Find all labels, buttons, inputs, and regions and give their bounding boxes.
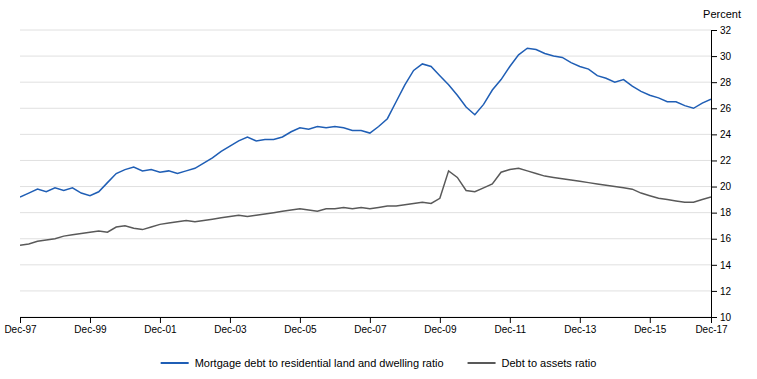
x-tick: Dec-05 — [284, 317, 317, 335]
y-tick-mark — [711, 213, 717, 214]
grid-line — [20, 186, 711, 187]
x-tick-label: Dec-99 — [74, 324, 107, 335]
x-axis: Dec-97 Dec-99 Dec-01 Dec-03 Dec-05 Dec-07 Dec-… — [4, 317, 728, 335]
y-tick: 20 — [711, 181, 732, 192]
y-tick: 28 — [711, 77, 732, 88]
x-tick: Dec-09 — [424, 317, 457, 335]
x-tick: Dec-07 — [354, 317, 387, 335]
grid-line — [20, 264, 711, 265]
y-tick-mark — [711, 82, 717, 83]
x-axis-line — [21, 318, 712, 324]
y-tick-label: 26 — [720, 103, 732, 114]
x-tick-mark — [230, 317, 231, 323]
x-tick-label: Dec-11 — [495, 324, 527, 335]
x-tick-label: Dec-09 — [424, 324, 457, 335]
x-tick: Dec-15 — [634, 317, 667, 335]
y-tick-mark — [711, 317, 717, 318]
x-tick-label: Dec-97 — [4, 324, 37, 335]
x-tick-mark — [300, 317, 301, 323]
y-axis-line — [712, 31, 718, 318]
x-tick-label: Dec-17 — [695, 324, 728, 335]
grid-line — [20, 160, 711, 161]
grid-line — [20, 30, 711, 31]
x-tick: Dec-11 — [495, 317, 527, 335]
legend-item: Debt to assets ratio — [468, 357, 597, 369]
y-tick: 22 — [711, 155, 732, 166]
series-line — [20, 168, 711, 245]
y-tick-label: 18 — [720, 207, 732, 218]
legend-swatch — [468, 362, 496, 364]
y-tick: 14 — [711, 260, 732, 271]
x-tick: Dec-99 — [74, 317, 107, 335]
y-tick-mark — [711, 239, 717, 240]
plot-area: Dec-97 Dec-99 Dec-01 Dec-03 Dec-05 Dec-07 Dec-… — [4, 25, 731, 335]
grid-line — [20, 108, 711, 109]
series-line — [20, 48, 711, 197]
legend-swatch — [161, 362, 189, 364]
x-tick: Dec-97 — [4, 317, 37, 335]
chart: Dec-97 Dec-99 Dec-01 Dec-03 Dec-05 Dec-07 Dec-… — [0, 0, 757, 379]
grid-line — [20, 238, 711, 239]
x-tick-mark — [580, 317, 581, 323]
y-tick-label: 10 — [720, 312, 732, 323]
x-tick-mark — [650, 317, 651, 323]
legend-label: Mortgage debt to residential land and dw… — [195, 357, 444, 369]
y-tick: 18 — [711, 207, 732, 218]
lines — [20, 48, 711, 245]
y-tick-mark — [711, 108, 717, 109]
x-tick-mark — [440, 317, 441, 323]
y-tick-label: 16 — [720, 233, 732, 244]
grid-line — [20, 134, 711, 135]
x-tick-label: Dec-13 — [564, 324, 597, 335]
grid — [20, 30, 711, 317]
y-tick-label: 30 — [720, 51, 732, 62]
y-tick-label: 12 — [720, 286, 732, 297]
y-tick-mark — [711, 56, 717, 57]
y-axis: 10 12 14 16 18 20 22 24 26 28 30 32 — [711, 25, 732, 323]
y-tick-label: 32 — [720, 25, 732, 36]
grid-line — [20, 290, 711, 291]
x-tick-mark — [20, 317, 21, 323]
x-tick: Dec-13 — [564, 317, 597, 335]
legend: Mortgage debt to residential land and dw… — [161, 357, 597, 369]
y-tick-mark — [711, 187, 717, 188]
y-tick-label: 22 — [720, 155, 732, 166]
x-tick-mark — [370, 317, 371, 323]
legend-label: Debt to assets ratio — [502, 357, 597, 369]
y-axis-label: Percent — [703, 8, 741, 20]
x-tick-mark — [90, 317, 91, 323]
x-tick-label: Dec-03 — [214, 324, 247, 335]
grid-line — [20, 56, 711, 57]
y-tick-mark — [711, 291, 717, 292]
x-tick: Dec-01 — [144, 317, 177, 335]
y-tick-label: 24 — [720, 129, 732, 140]
y-tick-label: 14 — [720, 260, 732, 271]
x-tick-label: Dec-07 — [354, 324, 387, 335]
y-tick: 16 — [711, 233, 732, 244]
y-tick-mark — [711, 160, 717, 161]
y-tick-label: 28 — [720, 77, 732, 88]
x-tick-mark — [160, 317, 161, 323]
y-tick: 26 — [711, 103, 732, 114]
y-tick-mark — [711, 265, 717, 266]
x-tick-label: Dec-15 — [634, 324, 667, 335]
y-tick: 30 — [711, 51, 732, 62]
grid-line — [20, 212, 711, 213]
x-tick-label: Dec-05 — [284, 324, 317, 335]
y-tick-label: 20 — [720, 181, 732, 192]
y-tick-mark — [711, 30, 717, 31]
y-tick: 24 — [711, 129, 732, 140]
x-tick: Dec-03 — [214, 317, 247, 335]
y-tick-mark — [711, 134, 717, 135]
y-tick: 10 — [711, 312, 732, 323]
grid-line — [20, 82, 711, 83]
x-tick-mark — [510, 317, 511, 323]
x-tick-label: Dec-01 — [144, 324, 177, 335]
y-tick: 32 — [711, 25, 732, 36]
y-tick: 12 — [711, 286, 732, 297]
legend-item: Mortgage debt to residential land and dw… — [161, 357, 444, 369]
